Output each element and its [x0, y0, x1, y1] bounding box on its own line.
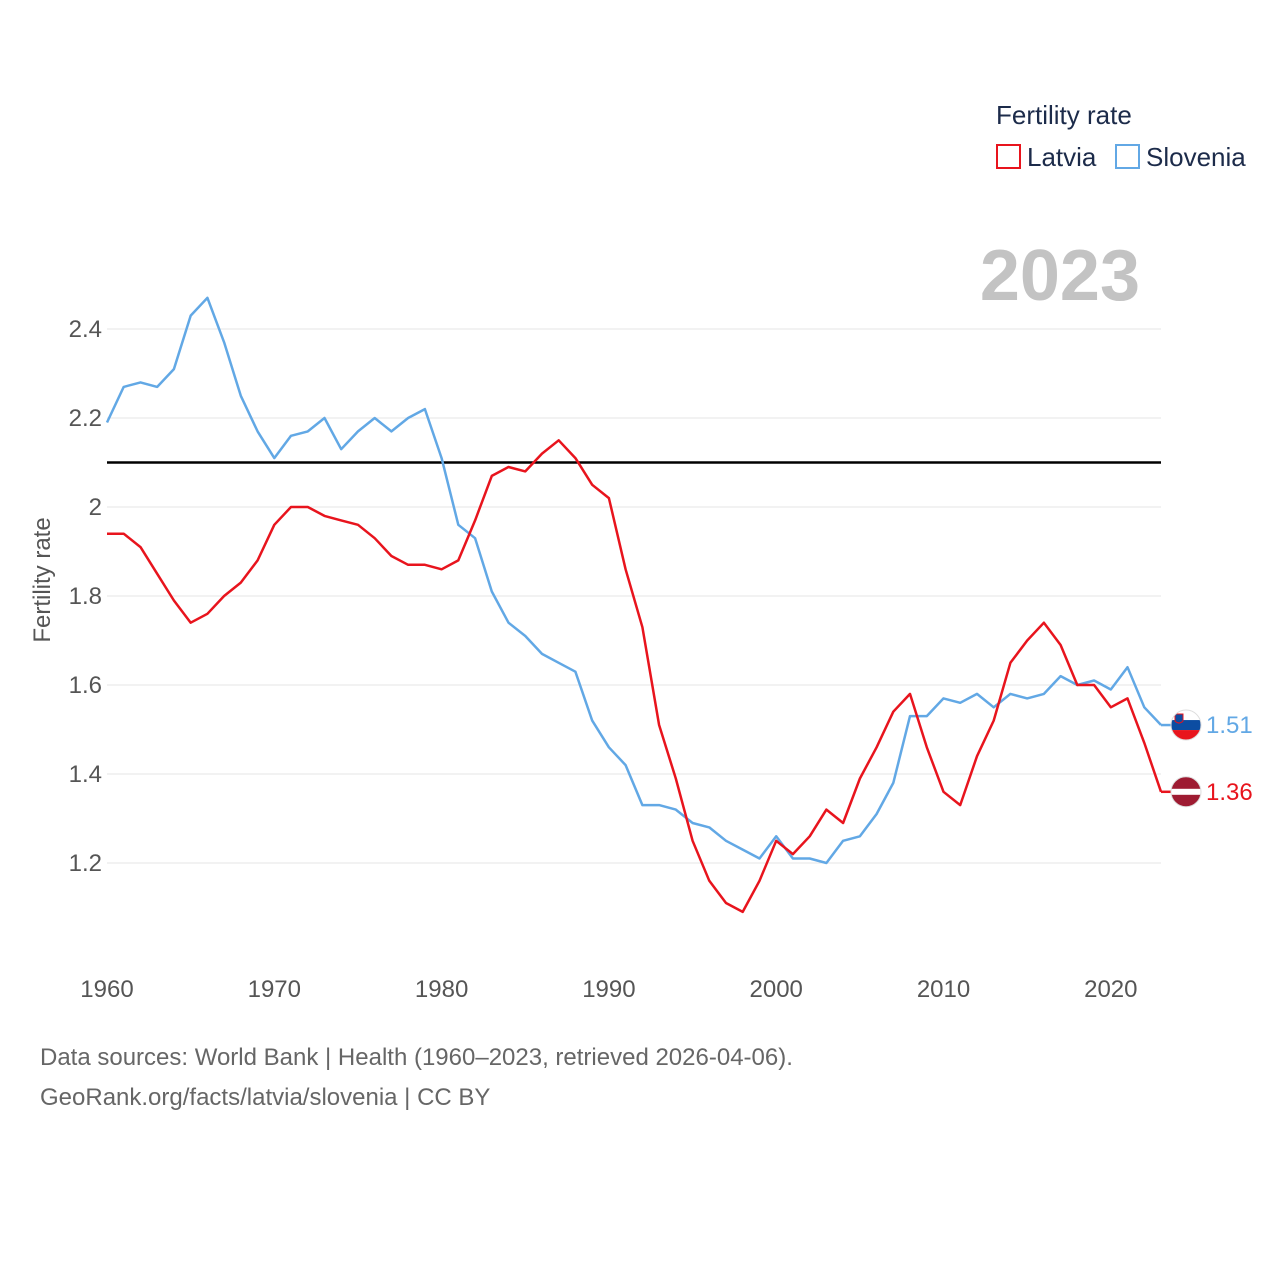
data-source-note: Data sources: World Bank | Health (1960–… — [40, 1044, 793, 1071]
x-tick-label: 2000 — [750, 976, 803, 1003]
y-tick-label: 1.8 — [69, 583, 102, 610]
legend-item-slovenia[interactable]: Slovenia — [1115, 142, 1246, 172]
y-axis-ticks: 1.2 1.4 1.6 1.8 2 2.2 2.4 — [69, 316, 102, 877]
y-tick-label: 1.6 — [69, 672, 102, 699]
y-tick-label: 1.4 — [69, 761, 102, 788]
credit-link[interactable]: GeoRank.org/facts/latvia/slovenia | CC B… — [40, 1084, 491, 1111]
end-value-label-slovenia: 1.51 — [1206, 712, 1253, 739]
legend-swatch-slovenia — [1115, 144, 1140, 169]
latvia-flag-icon — [1170, 776, 1202, 808]
legend-label-latvia: Latvia — [1027, 142, 1097, 172]
x-tick-label: 1970 — [248, 976, 301, 1003]
legend-swatch-latvia — [996, 144, 1021, 169]
current-year-label: 2023 — [980, 236, 1140, 316]
slovenia-flag-icon — [1170, 709, 1202, 741]
y-axis-label: Fertility rate — [29, 517, 56, 642]
legend-label-slovenia: Slovenia — [1146, 142, 1246, 172]
x-tick-label: 1980 — [415, 976, 468, 1003]
x-tick-label: 2010 — [917, 976, 970, 1003]
series-line-slovenia — [105, 296, 1162, 865]
y-tick-label: 2.4 — [69, 316, 102, 343]
legend-title: Fertility rate — [996, 100, 1132, 130]
x-axis-ticks: 1960 1970 1980 1990 2000 2010 2020 — [80, 976, 1137, 1003]
y-tick-label: 1.2 — [69, 850, 102, 877]
x-tick-label: 2020 — [1084, 976, 1137, 1003]
series-line-latvia — [107, 439, 1163, 914]
legend: Fertility rate Latvia Slovenia — [996, 100, 1246, 172]
end-value-label-latvia: 1.36 — [1206, 779, 1253, 806]
grid-lines — [107, 328, 1161, 864]
x-tick-label: 1960 — [80, 976, 133, 1003]
series-lines — [105, 296, 1163, 914]
legend-item-latvia[interactable]: Latvia — [996, 142, 1097, 172]
y-tick-label: 2.2 — [69, 405, 102, 432]
x-tick-label: 1990 — [582, 976, 635, 1003]
y-tick-label: 2 — [89, 494, 102, 521]
end-markers: 1.36 1.51 — [1161, 709, 1253, 808]
